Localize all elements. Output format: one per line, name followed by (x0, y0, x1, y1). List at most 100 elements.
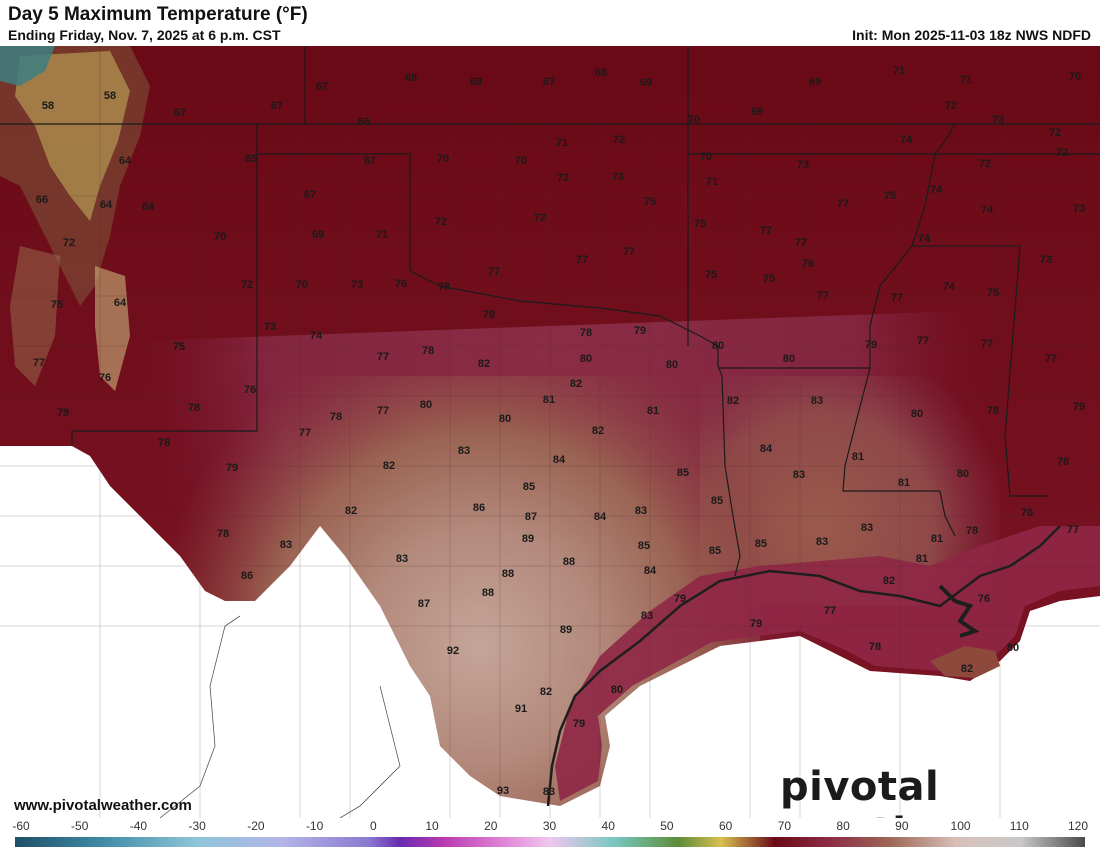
mexico-no-data (0, 446, 560, 818)
temp-label: 82 (570, 378, 582, 390)
temp-label: 83 (641, 610, 653, 622)
scale-tick-label: 50 (660, 819, 674, 833)
scale-tick-label: -30 (188, 819, 206, 833)
temp-label: 75 (884, 190, 896, 202)
temp-label: 86 (241, 570, 253, 582)
temp-label: 80 (580, 353, 592, 365)
temp-label: 80 (1007, 642, 1019, 654)
temp-label: 79 (865, 339, 877, 351)
temp-label: 83 (811, 395, 823, 407)
temp-label: 79 (674, 593, 686, 605)
temp-label: 83 (635, 505, 647, 517)
temp-label: 69 (751, 106, 763, 118)
color-scale: -60 -50 -40 -30 -20 -10 0 10 20 30 40 50 60 70 80 90 100… (0, 818, 1100, 850)
temp-label: 79 (1073, 401, 1085, 413)
temp-label: 70 (515, 155, 527, 167)
gulf-no-data (560, 596, 1100, 818)
temp-label: 83 (861, 522, 873, 534)
temp-label: 83 (543, 786, 555, 798)
temp-label: 64 (114, 297, 127, 309)
temp-label: 80 (783, 353, 795, 365)
offshore-warm-band (555, 526, 1100, 801)
page-title: Day 5 Maximum Temperature (°F) (8, 4, 308, 25)
temp-label: 78 (1021, 507, 1033, 519)
temp-label: 82 (961, 663, 973, 675)
temp-label: 67 (304, 189, 316, 201)
temp-label: 85 (709, 545, 721, 557)
temp-label: 69 (312, 229, 324, 241)
scale-tick-label: 90 (895, 819, 909, 833)
temp-label: 64 (119, 155, 132, 167)
scale-tick-label: -50 (71, 819, 89, 833)
temp-label: 69 (470, 76, 482, 88)
temp-label: 76 (802, 258, 814, 270)
scale-tick-label: 30 (542, 819, 557, 833)
temp-label: 82 (345, 505, 357, 517)
border-ok-panhandle (257, 153, 719, 347)
temp-label: 91 (515, 703, 527, 715)
temp-label: 69 (640, 77, 652, 89)
temp-label: 66 (358, 116, 370, 128)
temp-label: 81 (898, 477, 910, 489)
temp-label: 74 (900, 134, 913, 146)
scale-tick-label: 100 (950, 819, 971, 833)
temp-label: 92 (447, 645, 459, 657)
temp-label: 76 (978, 593, 990, 605)
temp-label: 71 (706, 176, 718, 188)
temp-label: 72 (613, 134, 625, 146)
temp-label: 78 (987, 405, 999, 417)
temp-label: 77 (377, 351, 389, 363)
temp-label: 84 (644, 565, 657, 577)
temp-label: 77 (917, 335, 929, 347)
scale-tick-label: -60 (12, 819, 30, 833)
scale-tick-label: 60 (718, 819, 733, 833)
scale-tick-label: 40 (601, 819, 615, 833)
temperature-map[interactable]: 58 58 67 67 67 68 69 67 68 69 69 71 71 70 72 69 73 72 66 70… (0, 46, 1100, 818)
scale-tick-label: 120 (1067, 819, 1089, 833)
temp-label: 83 (396, 553, 408, 565)
temp-label: 85 (523, 481, 535, 493)
temp-label: 71 (893, 65, 905, 77)
temp-label: 85 (638, 540, 650, 552)
temp-label: 82 (727, 395, 739, 407)
temp-label: 78 (869, 641, 881, 653)
scale-tick-label: -40 (129, 819, 148, 833)
temp-label: 78 (438, 281, 450, 293)
temp-label: 71 (960, 74, 972, 86)
temp-label: 79 (57, 407, 69, 419)
temp-label: 78 (217, 528, 229, 540)
scale-tick-label: 20 (484, 819, 498, 833)
temp-label: 83 (793, 469, 805, 481)
temp-label: 82 (540, 686, 552, 698)
gulf-coastline (546, 525, 1061, 807)
temp-label: 84 (594, 511, 607, 523)
temp-label: 80 (611, 684, 623, 696)
model-init-label: Init: Mon 2025-11-03 18z NWS NDFD (852, 27, 1091, 43)
temp-label: 93 (497, 785, 509, 797)
temp-label: 75 (644, 196, 656, 208)
temp-label: 74 (310, 330, 323, 342)
temp-label: 78 (1057, 456, 1069, 468)
temp-label: 85 (755, 538, 767, 550)
temp-label: 80 (911, 408, 923, 420)
website-url[interactable]: www.pivotalweather.com (14, 797, 192, 814)
temp-label: 83 (816, 536, 828, 548)
valid-time-subtitle: Ending Friday, Nov. 7, 2025 at 6 p.m. CS… (8, 27, 281, 43)
temp-label: 87 (525, 511, 537, 523)
scale-tick-label: -10 (305, 819, 324, 833)
temp-label: 77 (981, 338, 993, 350)
border-nm-tx (71, 154, 258, 446)
temp-label: 77 (837, 198, 849, 210)
temp-label: 74 (930, 184, 943, 196)
temp-label: 66 (36, 194, 48, 206)
temp-label: 89 (522, 533, 534, 545)
temp-label: 80 (499, 413, 511, 425)
temp-label: 77 (576, 254, 588, 266)
temp-label: 74 (981, 204, 994, 216)
scale-tick-label: 10 (425, 819, 439, 833)
temp-label: 58 (42, 100, 54, 112)
temp-label: 78 (422, 345, 434, 357)
temp-label: 88 (482, 587, 494, 599)
border-ar-mo (688, 123, 956, 155)
temp-label: 82 (592, 425, 604, 437)
